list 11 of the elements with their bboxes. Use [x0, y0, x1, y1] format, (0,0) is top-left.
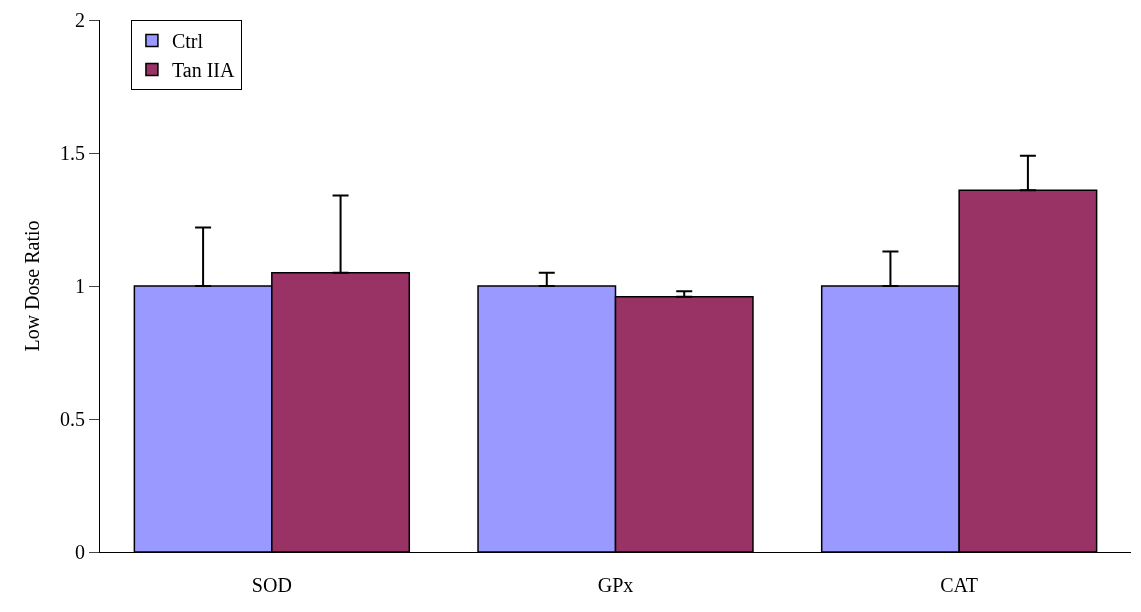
y-tick-label: 0.5: [60, 408, 85, 430]
x-tick-label: CAT: [940, 574, 979, 596]
x-tick-label: GPx: [597, 574, 634, 596]
y-tick-label: 0: [75, 541, 85, 563]
y-tick-label: 2: [75, 9, 85, 31]
legend-label: Tan IIA: [171, 59, 235, 82]
x-tick-label: SOD: [251, 574, 292, 596]
y-tick-label: 1.5: [60, 142, 85, 164]
y-axis-title: Low Dose Ratio: [20, 220, 43, 352]
y-tick-label: 1: [75, 275, 85, 297]
legend-label: Ctrl: [171, 30, 204, 53]
